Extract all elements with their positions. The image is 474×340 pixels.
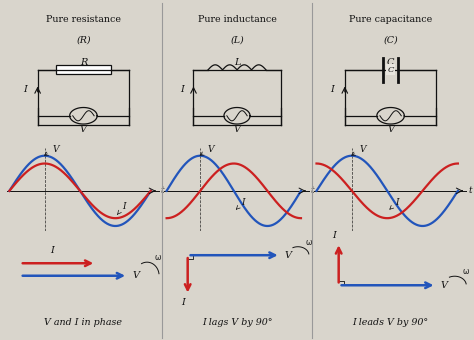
Bar: [56, 65, 111, 74]
Text: I: I: [50, 246, 54, 255]
Text: V and I in phase: V and I in phase: [45, 318, 122, 327]
Text: V: V: [441, 281, 448, 290]
Text: I: I: [182, 298, 185, 307]
Text: (C): (C): [383, 36, 398, 45]
Text: V: V: [45, 145, 59, 155]
Text: I: I: [236, 198, 245, 209]
Text: V: V: [234, 125, 240, 134]
Text: I: I: [332, 231, 336, 240]
Text: I: I: [390, 198, 399, 209]
Text: Pure inductance: Pure inductance: [198, 15, 276, 24]
Text: t: t: [468, 186, 472, 196]
Text: I lags V by 90°: I lags V by 90°: [202, 318, 272, 327]
Text: Pure capacitance: Pure capacitance: [349, 15, 432, 24]
Text: ω: ω: [305, 238, 311, 247]
Text: C: C: [387, 66, 394, 74]
Text: R: R: [80, 58, 87, 67]
Text: V: V: [200, 145, 214, 155]
Text: ω: ω: [155, 253, 161, 262]
Text: C: C: [387, 58, 394, 67]
Text: I leads V by 90°: I leads V by 90°: [353, 318, 428, 327]
Text: (L): (L): [230, 36, 244, 45]
Text: V: V: [133, 271, 140, 280]
Text: t: t: [161, 186, 164, 196]
Text: I: I: [118, 202, 126, 214]
Text: V: V: [387, 125, 394, 134]
Text: L: L: [234, 58, 240, 67]
Text: V: V: [80, 125, 87, 134]
Text: I: I: [331, 85, 335, 94]
Text: I: I: [180, 85, 184, 94]
Text: V: V: [352, 145, 366, 155]
Text: Pure resistance: Pure resistance: [46, 15, 121, 24]
Text: ω: ω: [462, 267, 469, 276]
Text: (R): (R): [76, 36, 91, 45]
Text: t: t: [310, 186, 314, 196]
Text: I: I: [24, 85, 27, 94]
Text: V: V: [285, 251, 292, 260]
